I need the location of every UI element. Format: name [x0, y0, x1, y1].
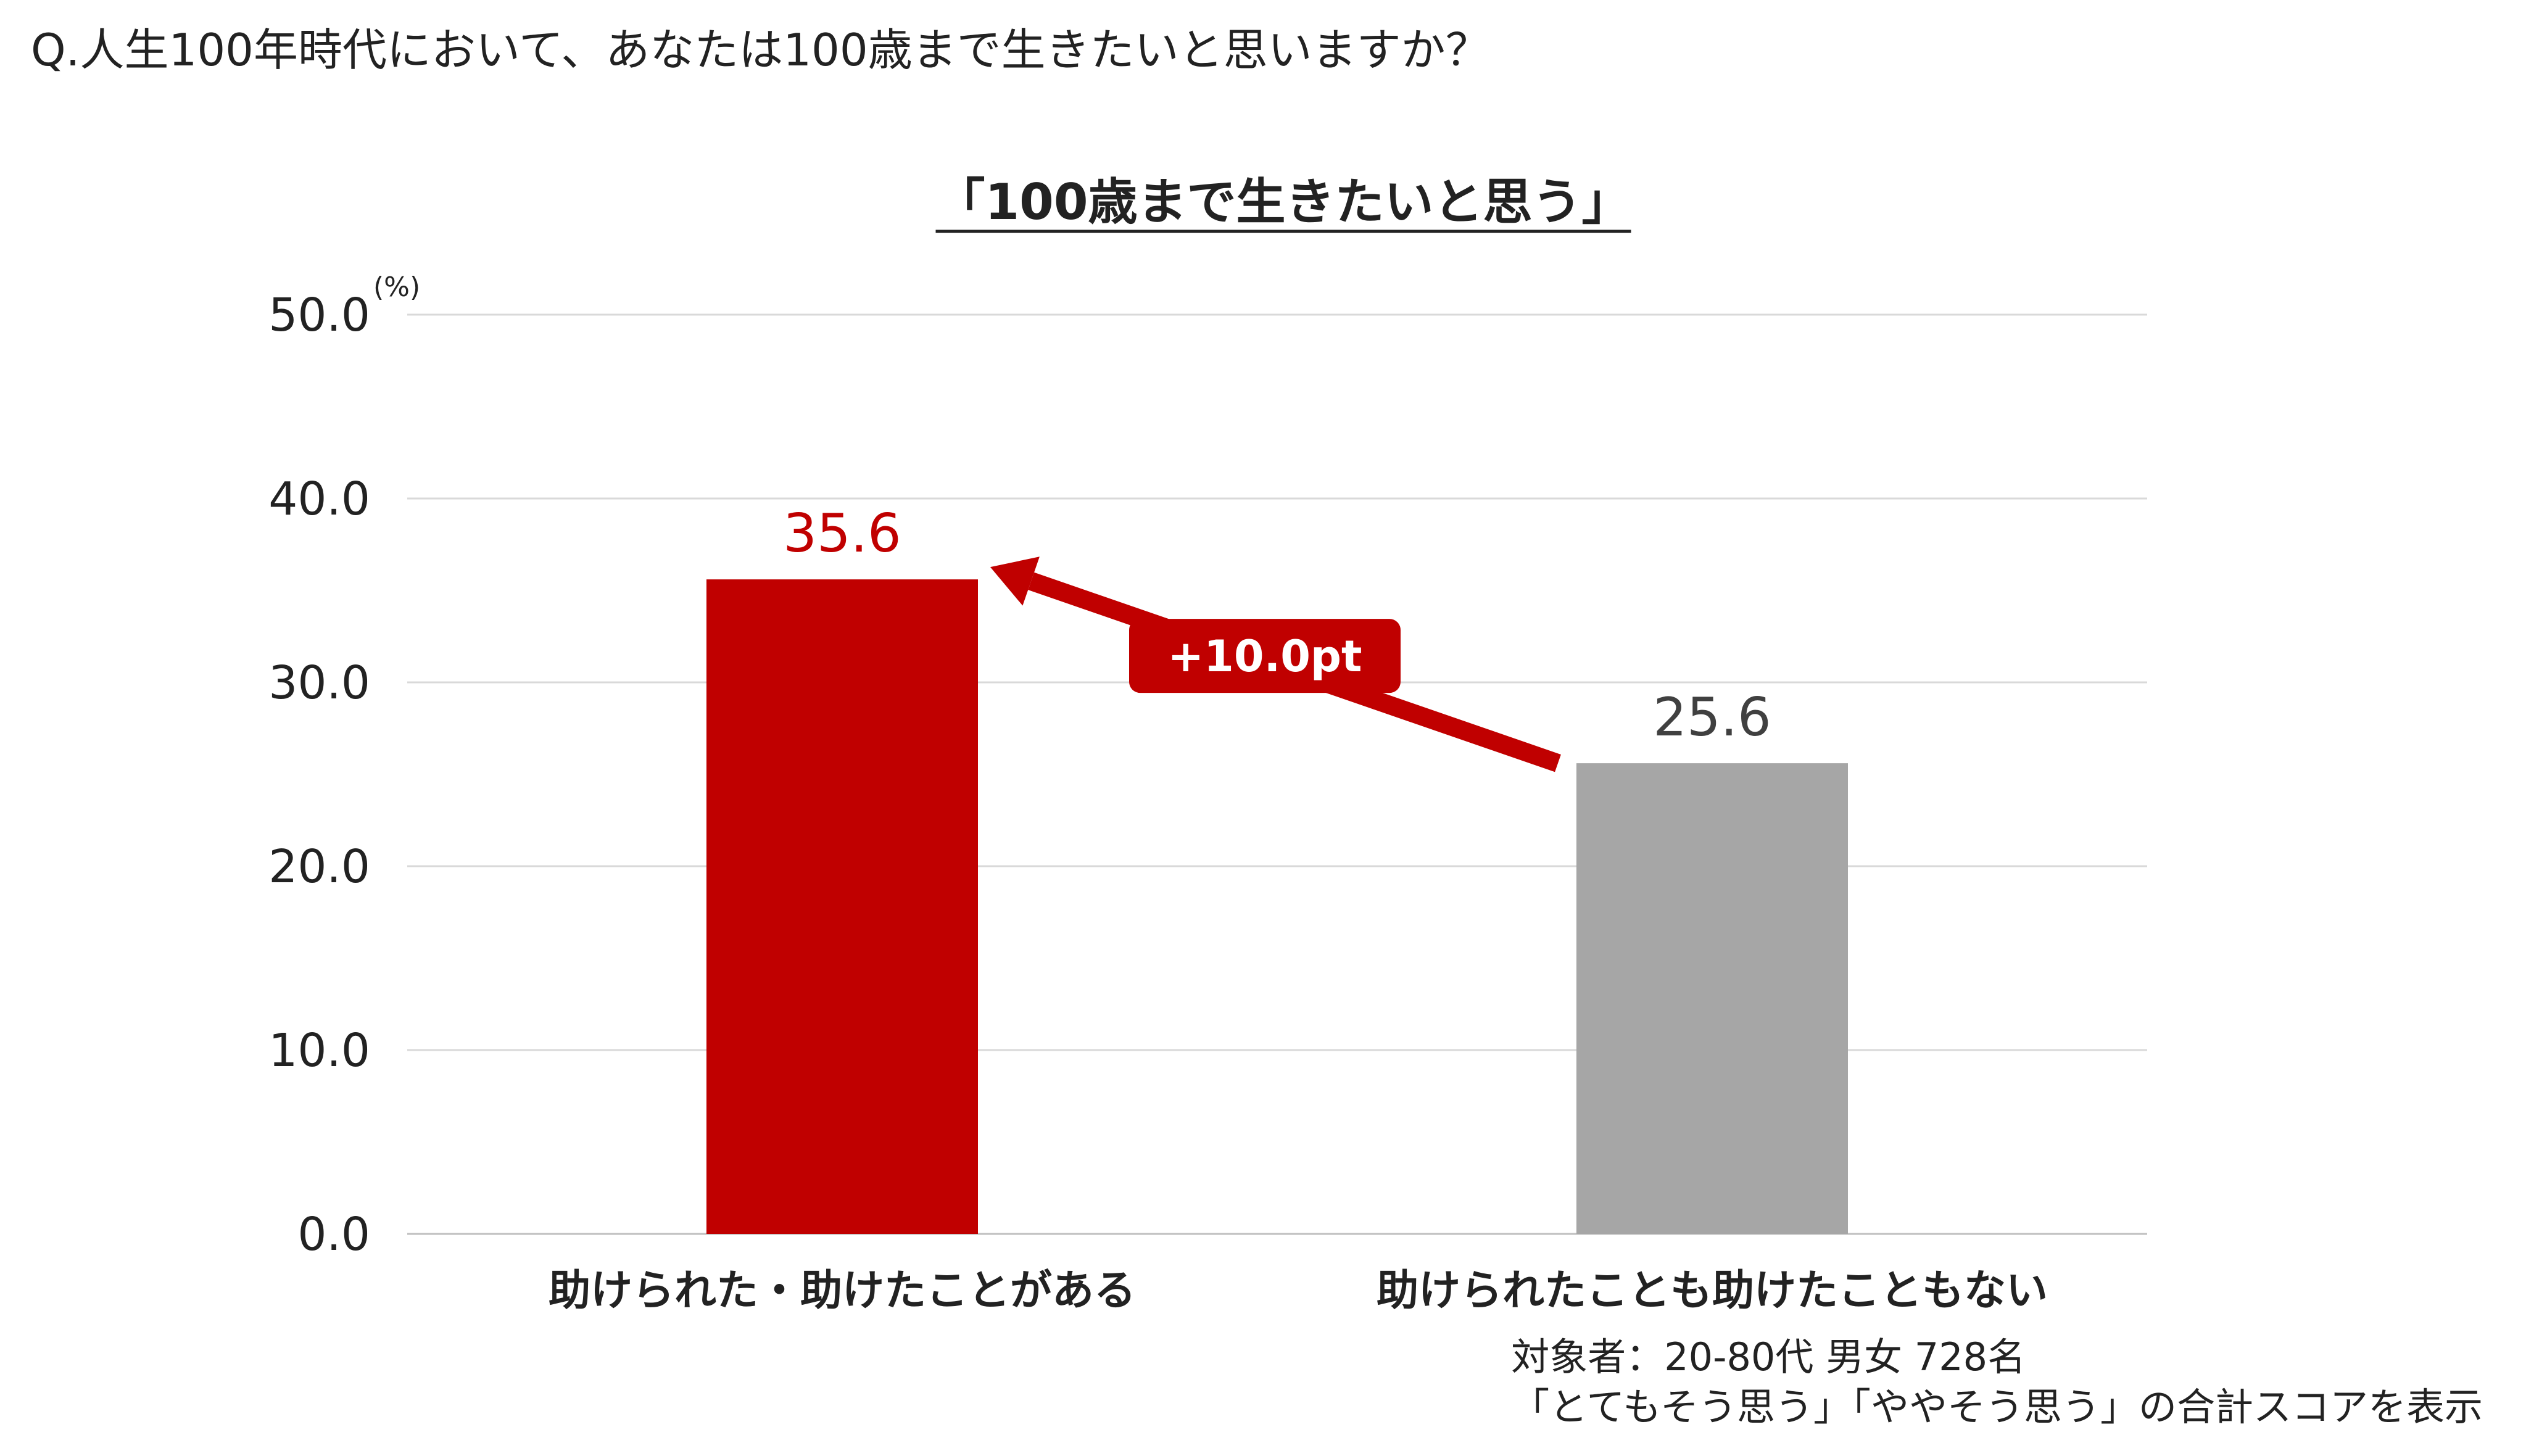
- difference-label: +10.0pt: [1168, 631, 1362, 682]
- comparison-arrow-head: [990, 556, 1040, 606]
- footnote: 対象者：20-80代 男女 728名 「とてもそう思う」「ややそう思う」の合計ス…: [1511, 1333, 2483, 1432]
- bar: [1576, 763, 1848, 1234]
- chart-title: 「100歳まで生きたいと思う」: [936, 173, 1631, 231]
- bar: [706, 579, 978, 1234]
- data-label: 25.6: [1653, 687, 1771, 748]
- difference-badge: [1129, 619, 1401, 693]
- y-tick-label: 20.0: [268, 840, 370, 893]
- y-tick-label: 50.0: [268, 289, 370, 342]
- y-tick-label: 0.0: [297, 1208, 370, 1261]
- unit-label: (%): [373, 271, 420, 303]
- y-tick-label: 30.0: [268, 656, 370, 709]
- footnote-line-2: 「とてもそう思う」「ややそう思う」の合計スコアを表示: [1511, 1384, 2483, 1429]
- question-text: Q.人生100年時代において、あなたは100歳まで生きたいと思いますか？: [31, 24, 1490, 76]
- data-label: 35.6: [783, 503, 901, 565]
- y-tick-label: 40.0: [268, 473, 370, 526]
- category-label: 助けられたことも助けたこともない: [1377, 1267, 2048, 1315]
- footnote-line-1: 対象者：20-80代 男女 728名: [1511, 1334, 2026, 1379]
- y-tick-label: 10.0: [268, 1024, 370, 1077]
- category-label: 助けられた・助けたことがある: [549, 1267, 1136, 1315]
